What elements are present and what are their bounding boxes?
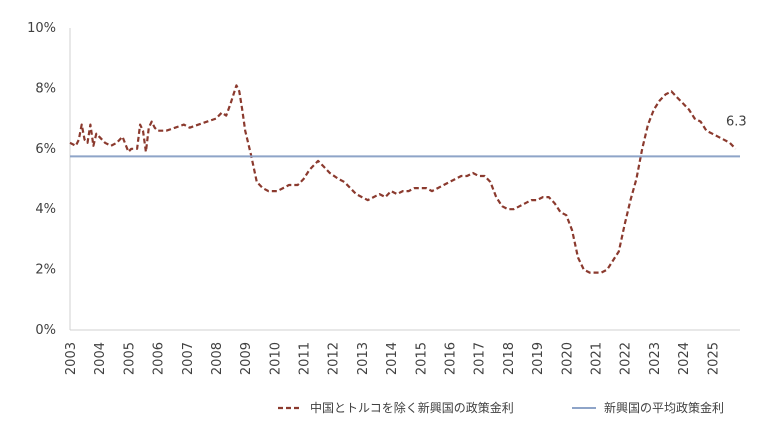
x-tick-label: 2020 — [560, 342, 575, 375]
x-tick-label: 2008 — [210, 342, 225, 375]
x-tick-label: 2012 — [327, 342, 342, 375]
x-tick-label: 2022 — [619, 342, 634, 375]
y-tick-label: 2% — [35, 263, 56, 278]
x-tick-label: 2010 — [268, 342, 283, 375]
x-tick-label: 2019 — [531, 342, 546, 375]
x-tick-label: 2006 — [152, 342, 167, 375]
x-tick-labels: 2003 2004 2005 2006 2007 2008 2009 2010 2011 2012… — [64, 342, 721, 375]
x-tick-label: 2025 — [706, 342, 721, 375]
x-tick-label: 2005 — [122, 342, 137, 375]
legend-label-2: 新興国の平均政策金利 — [604, 400, 724, 415]
x-tick-label: 2013 — [356, 342, 371, 375]
legend-label-1: 中国とトルコを除く新興国の政策金利 — [310, 400, 514, 415]
y-tick-label: 4% — [35, 202, 56, 217]
series-group — [69, 84, 740, 274]
annotation-group: 6.3 — [726, 115, 747, 130]
x-tick-label: 2016 — [444, 342, 459, 375]
x-tick-label: 2011 — [298, 342, 313, 375]
x-tick-label: 2018 — [502, 342, 517, 375]
series-line-1 — [69, 84, 737, 274]
x-tick-label: 2021 — [589, 342, 604, 375]
y-tick-label: 0% — [35, 323, 56, 338]
x-tick-label: 2007 — [181, 342, 196, 375]
x-tick-label: 2017 — [473, 342, 488, 375]
y-tick-label: 10% — [27, 21, 56, 36]
data-label: 6.3 — [726, 115, 747, 130]
x-tick-label: 2003 — [64, 342, 79, 375]
x-tick-label: 2024 — [677, 342, 692, 375]
x-tick-label: 2015 — [414, 342, 429, 375]
legend: 中国とトルコを除く新興国の政策金利 新興国の平均政策金利 — [278, 400, 724, 415]
y-tick-label: 6% — [35, 142, 56, 157]
x-tick-label: 2023 — [648, 342, 663, 375]
x-tick-label: 2014 — [385, 342, 400, 375]
y-tick-label: 8% — [35, 81, 56, 96]
y-tick-labels: 0% 2% 4% 6% 8% 10% — [27, 21, 56, 338]
x-tick-label: 2004 — [93, 342, 108, 375]
x-tick-label: 2009 — [239, 342, 254, 375]
